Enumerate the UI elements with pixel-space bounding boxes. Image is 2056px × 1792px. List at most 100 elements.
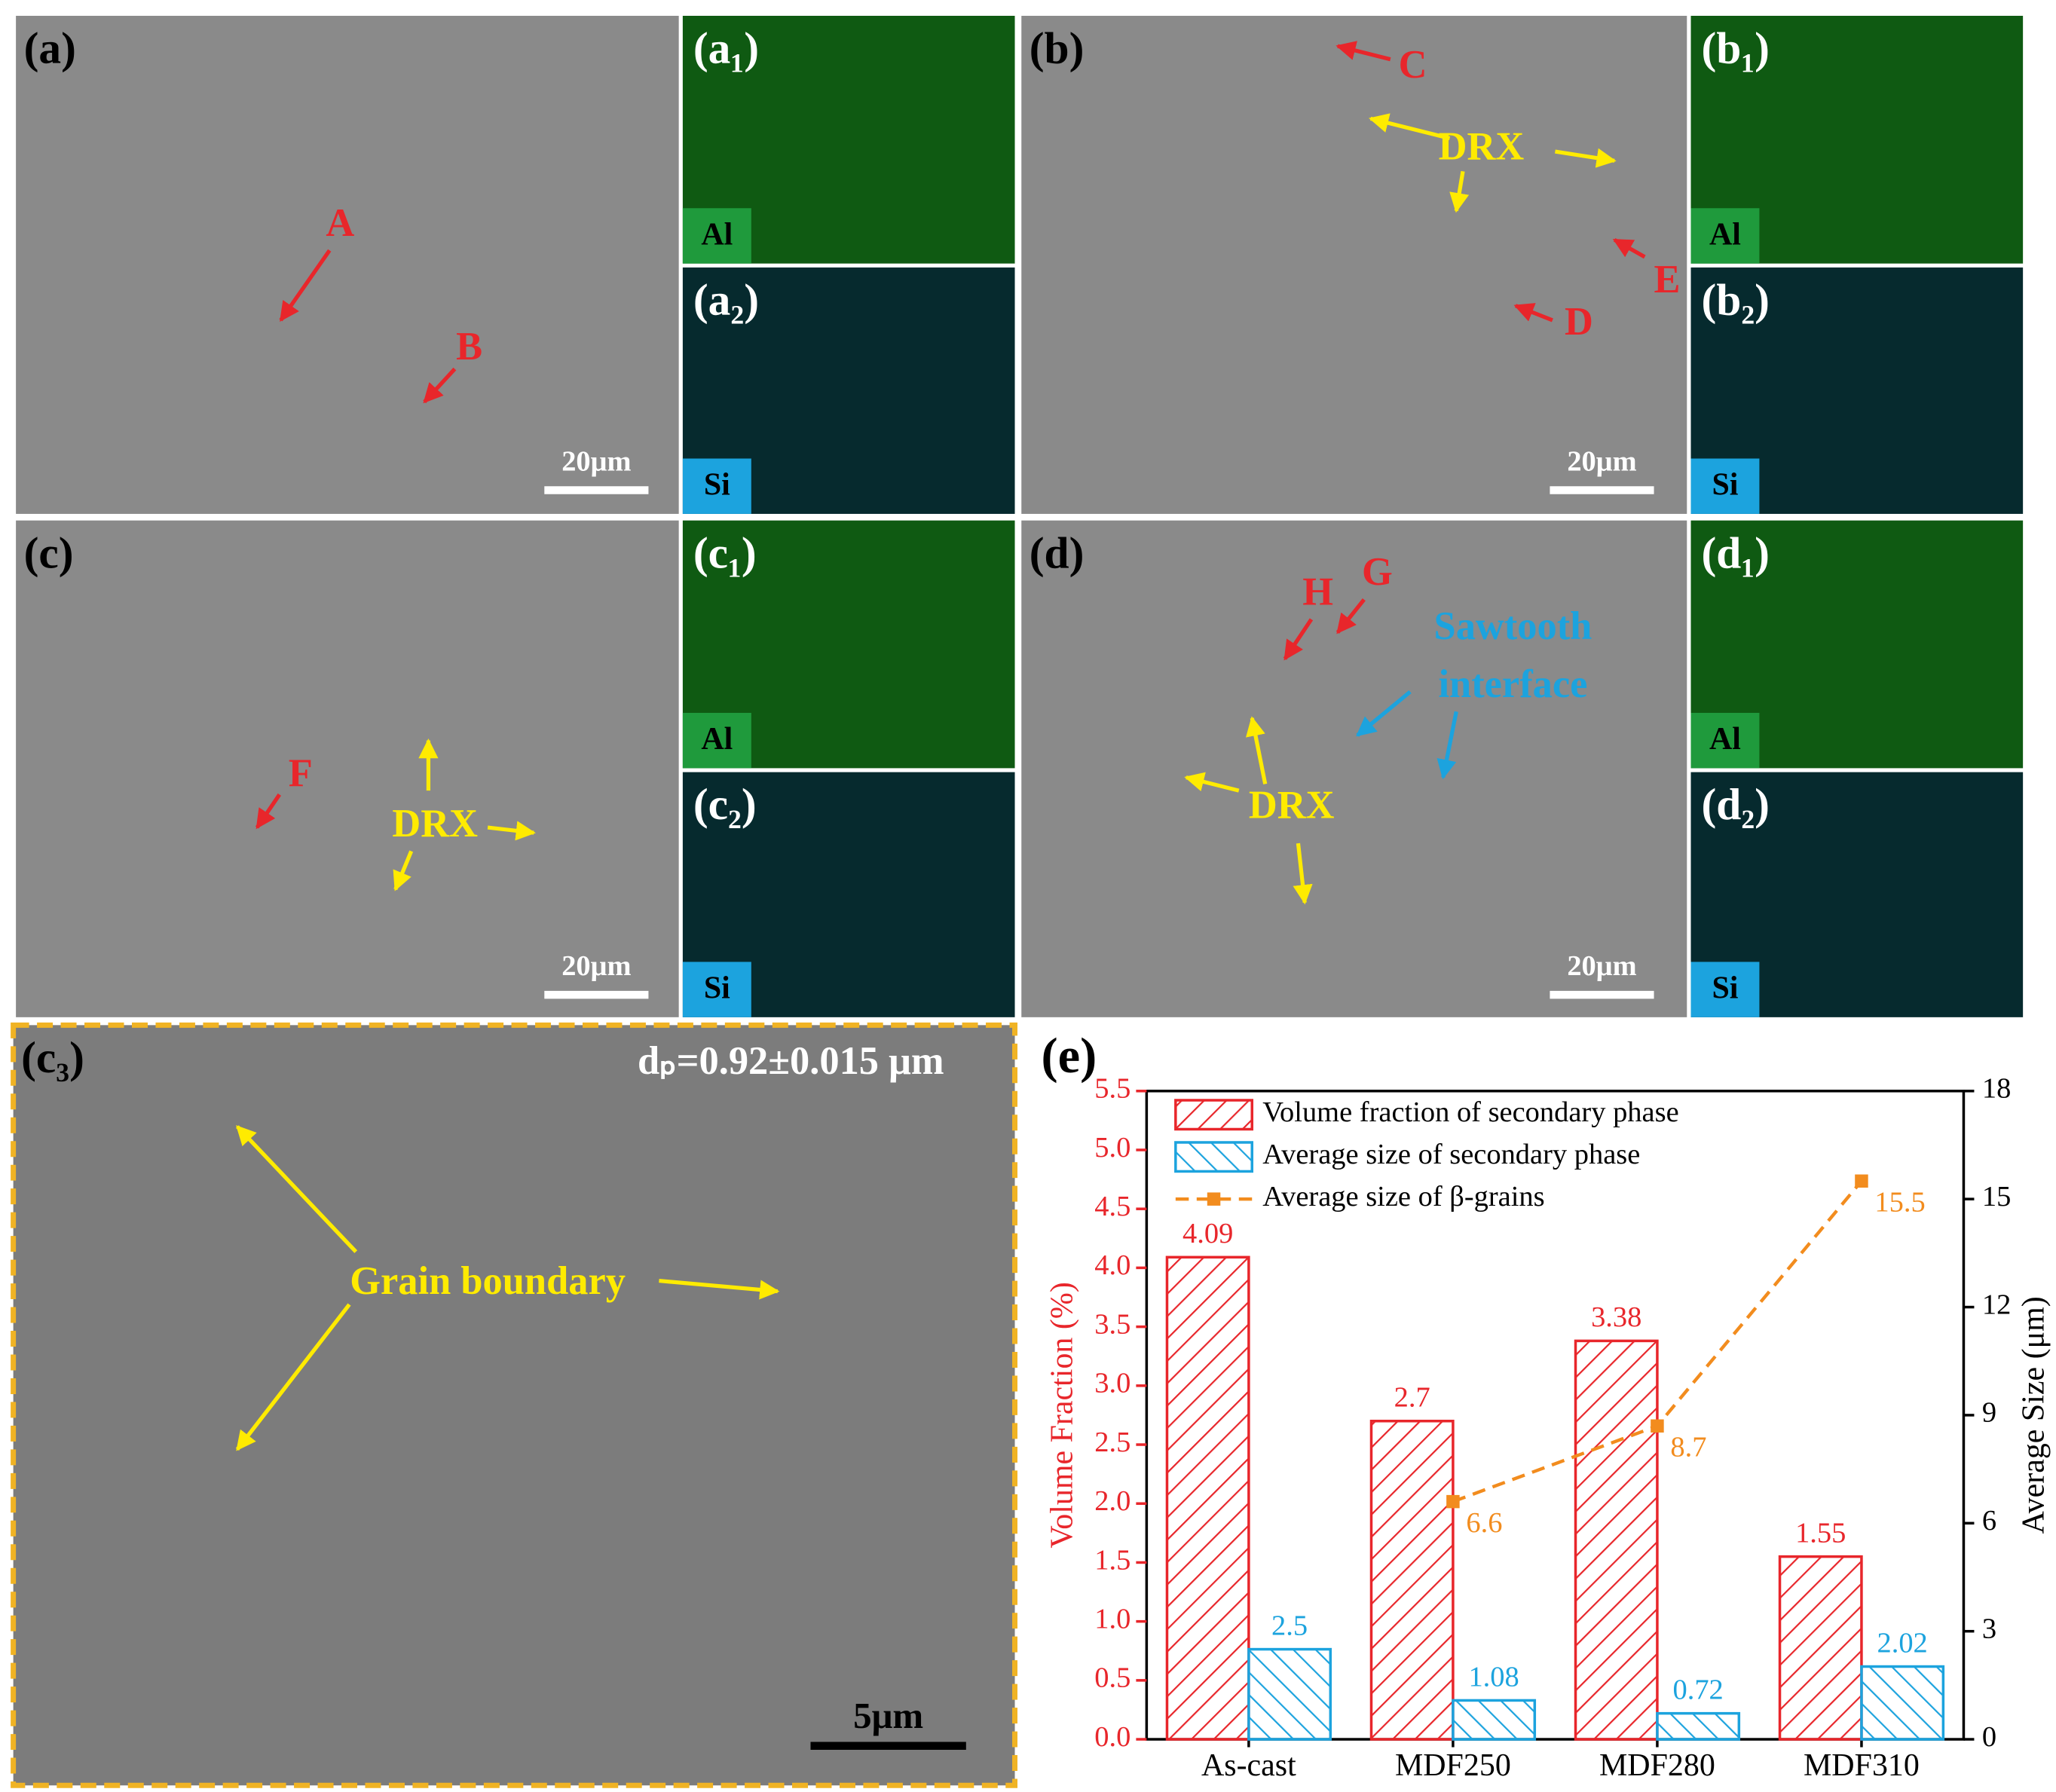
- panel-label: (a₁): [693, 23, 759, 73]
- element-label: Al: [701, 722, 733, 757]
- arrow: [487, 821, 536, 841]
- arrow: [1436, 711, 1458, 780]
- y-tick-label: 3.5: [1094, 1308, 1130, 1340]
- legend-swatch: [1174, 1141, 1253, 1173]
- annotation: B: [456, 325, 482, 368]
- y-axis-label: Volume Fraction (%): [1045, 1282, 1080, 1548]
- value-label: 1.55: [1795, 1517, 1846, 1549]
- line-marker: [1651, 1419, 1664, 1433]
- y-tick-label: 3.0: [1094, 1368, 1130, 1399]
- arrow: [255, 793, 282, 830]
- value-label: 0.72: [1672, 1674, 1723, 1705]
- y-tick-label: 4.0: [1094, 1249, 1130, 1281]
- panel-label: (c): [24, 528, 74, 577]
- element-badge: [1690, 712, 1760, 769]
- arrow: [235, 1303, 351, 1451]
- element-badge: [682, 208, 751, 264]
- annotation: A: [326, 201, 354, 245]
- element-badge: [682, 962, 751, 1017]
- y-tick-label: 4.5: [1094, 1191, 1130, 1222]
- legend-swatch: [1174, 1099, 1253, 1131]
- arrow: [1612, 237, 1646, 259]
- element-label: Al: [1709, 217, 1741, 252]
- scale-bar-label: 20μm: [561, 445, 631, 477]
- panel-label: (a₂): [693, 275, 759, 325]
- element-label: Si: [704, 971, 730, 1006]
- annotation: Sawtooth: [1434, 604, 1592, 648]
- y-tick-label: 5.5: [1094, 1073, 1130, 1105]
- panel-label: (a): [24, 23, 76, 73]
- value-label: 15.5: [1874, 1187, 1925, 1219]
- x-tick-label: MDF310: [1804, 1748, 1920, 1783]
- micrograph: [1021, 520, 1687, 1017]
- panel-label: (e): [1041, 1029, 1097, 1084]
- element-badge: [682, 712, 751, 769]
- annotation: D: [1565, 300, 1593, 344]
- bar: [1247, 1647, 1332, 1741]
- line-marker: [1446, 1494, 1460, 1509]
- annotation: G: [1362, 550, 1393, 594]
- element-label: Si: [704, 468, 730, 503]
- element-label: Al: [701, 217, 733, 252]
- annotation: F: [289, 752, 313, 796]
- y2-tick-label: 12: [1982, 1289, 2011, 1320]
- element-badge: [682, 458, 751, 514]
- value-label: 2.5: [1271, 1610, 1308, 1641]
- arrow: [1369, 113, 1451, 141]
- panel-label: (b₂): [1701, 275, 1769, 325]
- y2-axis-label: Average Size (μm): [2016, 1296, 2051, 1534]
- value-label: 8.7: [1670, 1432, 1706, 1463]
- panel-label: (d₁): [1701, 528, 1769, 577]
- scale-bar-label: 5μm: [853, 1695, 923, 1736]
- element-badge: [1690, 208, 1760, 264]
- panel-label: (c₂): [693, 779, 757, 829]
- value-label: 1.08: [1468, 1661, 1519, 1693]
- arrow: [1335, 41, 1391, 62]
- arrow: [1283, 618, 1314, 661]
- bar: [1656, 1711, 1741, 1741]
- bar: [1452, 1699, 1537, 1741]
- scale-bar-label: 20μm: [1567, 445, 1636, 477]
- bar: [1860, 1665, 1945, 1741]
- micrograph: [11, 1022, 1018, 1788]
- y2-tick-label: 0: [1982, 1721, 1996, 1753]
- scale-bar-label: 20μm: [561, 950, 631, 982]
- bar: [1369, 1419, 1455, 1741]
- y-tick-label: 5.0: [1094, 1132, 1130, 1164]
- x-tick-label: MDF250: [1395, 1748, 1511, 1783]
- bar: [1165, 1255, 1250, 1741]
- arrow: [279, 249, 332, 323]
- arrow: [1356, 690, 1412, 737]
- value-label: 2.02: [1877, 1627, 1928, 1659]
- legend-label: Volume fraction of secondary phase: [1262, 1096, 1678, 1128]
- arrow: [1449, 170, 1470, 213]
- annotation: Grain boundary: [350, 1259, 626, 1303]
- element-badge: [1690, 962, 1760, 1017]
- bar: [1574, 1339, 1659, 1741]
- y2-tick-label: 9: [1982, 1397, 1996, 1429]
- value-label: 3.38: [1591, 1301, 1641, 1333]
- y-tick-label: 2.5: [1094, 1427, 1130, 1458]
- annotation: H: [1302, 570, 1333, 613]
- y2-tick-label: 3: [1982, 1613, 1996, 1645]
- arrow: [423, 367, 457, 404]
- bar: [1778, 1555, 1863, 1741]
- y2-tick-label: 18: [1982, 1073, 2011, 1105]
- scale-bar-label: 20μm: [1567, 950, 1636, 982]
- arrow: [235, 1125, 358, 1253]
- panel-label: (d): [1030, 528, 1085, 577]
- value-label: 2.7: [1394, 1382, 1430, 1414]
- panel-label: (c₃): [21, 1032, 84, 1082]
- micrograph: [16, 15, 679, 514]
- legend-label: Average size of β-grains: [1262, 1181, 1544, 1213]
- element-label: Al: [1709, 722, 1741, 757]
- arrow: [1246, 716, 1268, 784]
- element-label: Si: [1712, 468, 1738, 503]
- y2-tick-label: 6: [1982, 1505, 1996, 1537]
- micrograph: [1021, 15, 1687, 514]
- value-label: 6.6: [1466, 1507, 1502, 1539]
- micrograph: [16, 520, 679, 1017]
- arrow: [1184, 772, 1240, 793]
- panel-label: (d₂): [1701, 779, 1769, 829]
- arrow: [659, 1278, 780, 1300]
